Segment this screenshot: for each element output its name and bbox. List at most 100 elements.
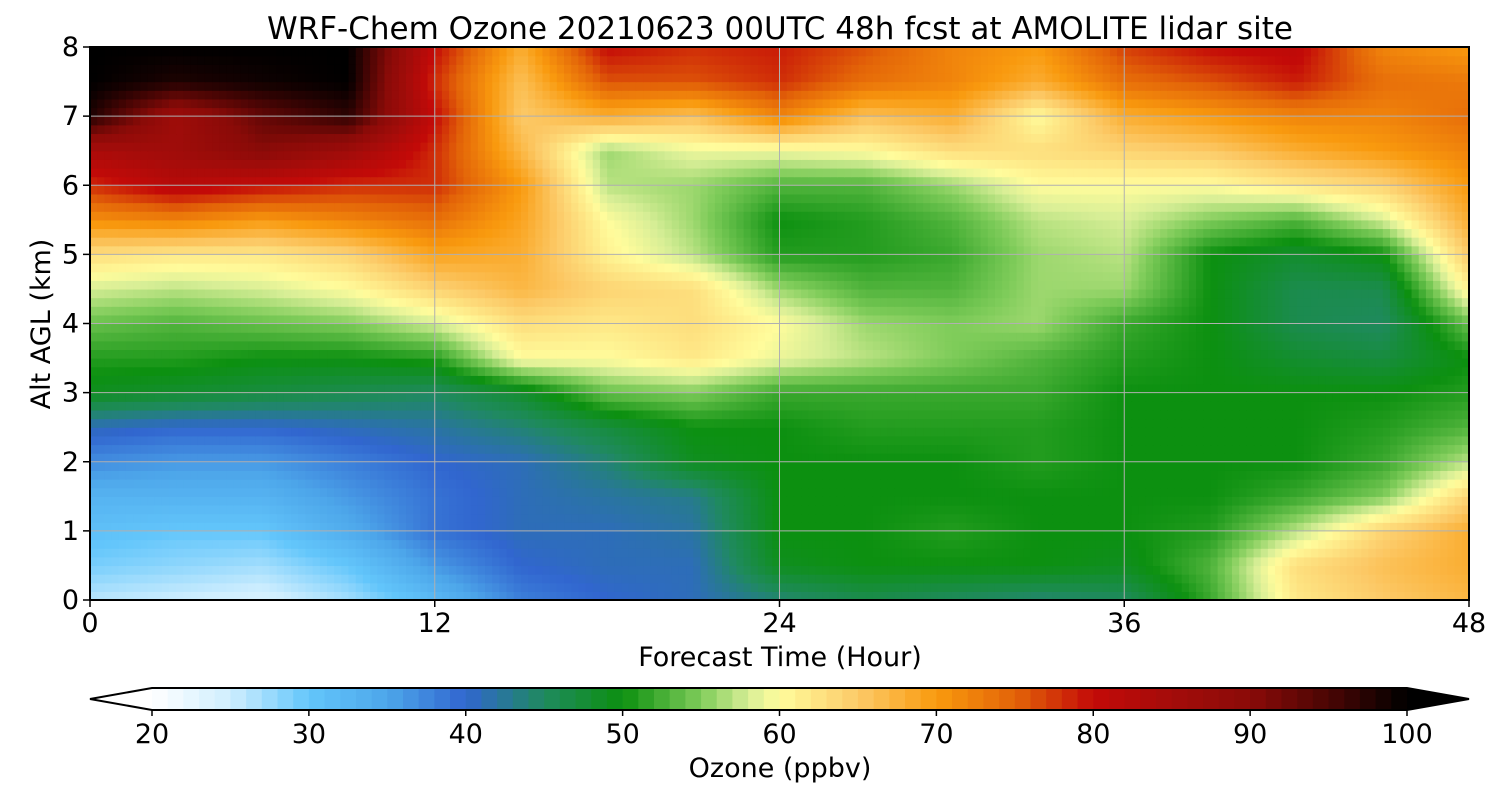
- field-cell: [1260, 513, 1269, 523]
- field-cell: [858, 375, 867, 385]
- field-cell: [305, 479, 314, 489]
- field-cell: [973, 401, 982, 411]
- field-cell: [901, 383, 910, 394]
- field-cell: [1138, 470, 1147, 480]
- field-cell: [1332, 496, 1341, 506]
- field-cell: [1203, 513, 1212, 523]
- field-cell: [528, 383, 536, 394]
- field-cell: [197, 427, 206, 437]
- field-cell: [542, 487, 551, 497]
- field-cell: [355, 470, 364, 480]
- field-cell: [413, 548, 421, 558]
- field-cell: [743, 496, 752, 506]
- field-cell: [1318, 522, 1326, 532]
- field-cell: [757, 487, 766, 497]
- field-cell: [836, 479, 845, 489]
- field-cell: [1303, 479, 1312, 489]
- field-cell: [908, 453, 917, 463]
- field-cell: [757, 530, 766, 541]
- field-cell: [729, 539, 737, 549]
- field-cell: [370, 556, 378, 567]
- field-cell: [1382, 582, 1391, 592]
- field-cell: [829, 565, 838, 575]
- field-cell: [176, 565, 184, 575]
- field-cell: [1131, 435, 1140, 446]
- field-cell: [1397, 591, 1405, 600]
- field-cell: [664, 435, 673, 446]
- field-cell: [1081, 401, 1089, 411]
- field-cell: [456, 479, 465, 489]
- field-cell: [111, 522, 120, 532]
- field-cell: [298, 435, 307, 446]
- field-cell: [125, 513, 134, 523]
- field-cell: [1124, 522, 1133, 532]
- field-cell: [1016, 470, 1025, 480]
- field-cell: [894, 487, 903, 497]
- field-cell: [1433, 401, 1441, 411]
- field-cell: [808, 427, 817, 437]
- field-cell: [894, 504, 903, 515]
- field-cell: [1002, 401, 1010, 411]
- field-cell: [406, 401, 414, 411]
- field-cell: [793, 496, 802, 506]
- field-cell: [578, 470, 587, 480]
- field-cell: [700, 513, 709, 523]
- field-cell: [757, 582, 766, 592]
- field-cell: [506, 548, 515, 558]
- field-cell: [1095, 548, 1104, 558]
- field-cell: [959, 401, 967, 411]
- field-cell: [449, 556, 457, 567]
- field-cell: [765, 487, 773, 497]
- field-cell: [355, 375, 364, 385]
- field-cell: [528, 453, 536, 463]
- field-cell: [1095, 504, 1104, 515]
- field-cell: [937, 539, 946, 549]
- field-cell: [1275, 582, 1283, 592]
- field-cell: [470, 383, 479, 394]
- field-cell: [398, 522, 407, 532]
- field-cell: [355, 522, 364, 532]
- field-cell: [1224, 487, 1233, 497]
- field-cell: [786, 479, 795, 489]
- field-cell: [786, 435, 795, 446]
- field-cell: [212, 582, 220, 592]
- field-cell: [1275, 539, 1283, 549]
- field-cell: [1354, 530, 1362, 541]
- field-cell: [1260, 427, 1269, 437]
- field-cell: [743, 392, 752, 402]
- field-cell: [1038, 522, 1046, 532]
- field-cell: [858, 453, 867, 463]
- field-cell: [1303, 582, 1312, 592]
- field-cell: [1303, 427, 1312, 437]
- field-cell: [334, 444, 342, 454]
- field-cell: [808, 409, 817, 420]
- field-cell: [564, 556, 572, 567]
- field-cell: [887, 574, 896, 584]
- field-cell: [966, 383, 975, 394]
- field-cell: [743, 461, 752, 471]
- field-cell: [1411, 539, 1420, 549]
- field-cell: [1023, 496, 1032, 506]
- field-cell: [1425, 470, 1434, 480]
- field-cell: [499, 522, 508, 532]
- field-cell: [118, 565, 127, 575]
- field-cell: [1397, 435, 1405, 446]
- field-cell: [959, 392, 967, 402]
- field-cell: [1217, 409, 1226, 420]
- field-cell: [628, 504, 637, 515]
- field-cell: [413, 487, 421, 497]
- field-cell: [736, 513, 745, 523]
- field-cell: [801, 487, 809, 497]
- field-cell: [844, 401, 852, 411]
- field-cell: [370, 453, 378, 463]
- field-cell: [485, 522, 493, 532]
- field-cell: [319, 392, 328, 402]
- field-cell: [966, 409, 975, 420]
- field-cell: [571, 496, 579, 506]
- field-cell: [1354, 487, 1362, 497]
- field-cell: [607, 496, 615, 506]
- field-cell: [1109, 487, 1118, 497]
- field-cell: [398, 591, 407, 600]
- field-cell: [1318, 427, 1326, 437]
- field-cell: [973, 427, 982, 437]
